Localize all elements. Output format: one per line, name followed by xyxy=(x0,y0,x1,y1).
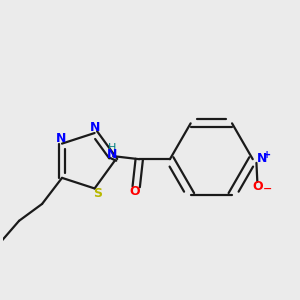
Text: +: + xyxy=(263,150,272,160)
Text: N: N xyxy=(106,148,117,161)
Text: N: N xyxy=(56,132,67,145)
Text: N: N xyxy=(256,152,267,165)
Text: N: N xyxy=(90,121,101,134)
Text: H: H xyxy=(107,142,116,152)
Text: O: O xyxy=(252,180,263,193)
Text: −: − xyxy=(262,184,272,194)
Text: O: O xyxy=(129,185,140,198)
Text: S: S xyxy=(93,188,102,200)
